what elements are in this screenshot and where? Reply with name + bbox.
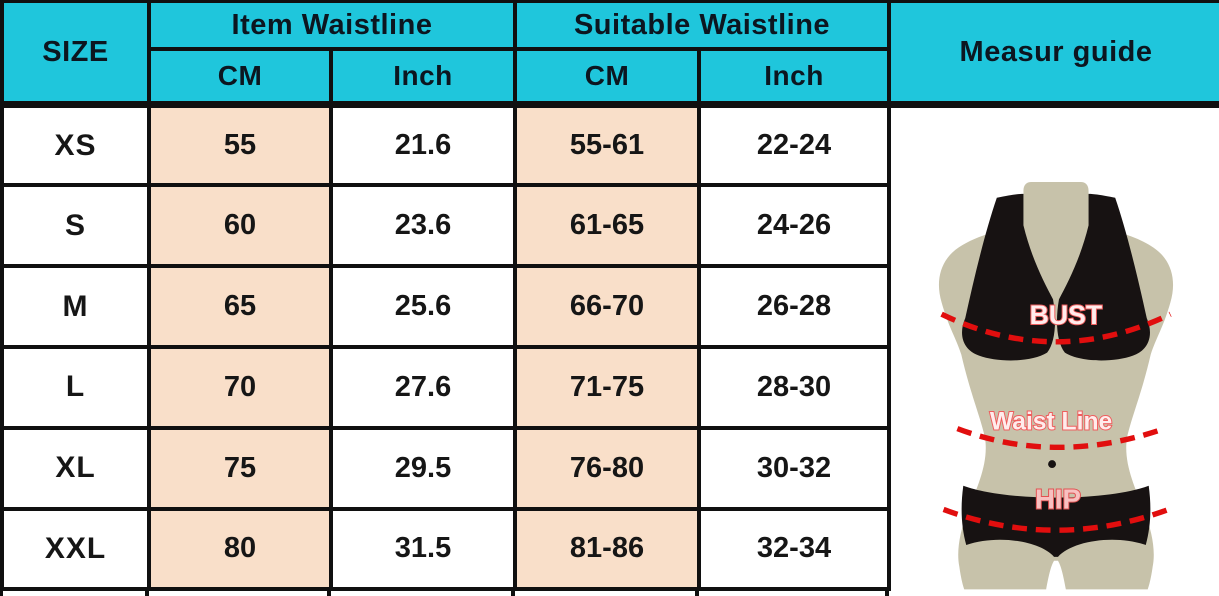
table-row: M 65 25.6 66-70 26-28	[0, 264, 1219, 350]
table-row: L 70 27.6 71-75 28-30	[0, 345, 1219, 430]
size-value: XL	[0, 425, 151, 511]
bikini-top-left-cup	[962, 193, 1056, 361]
grid-line-stub	[885, 591, 889, 596]
item-inch-value: 27.6	[328, 345, 518, 430]
suitable-cm-value: 55-61	[513, 102, 702, 188]
table-row: XS 55 21.6 55-61 22-24 BUST Waist Line H…	[0, 102, 1219, 590]
column-header-suitable-inch: Inch	[697, 47, 892, 109]
measure-guide-cell: BUST Waist Line HIP	[887, 102, 1219, 590]
grid-line-stub	[145, 591, 149, 596]
table-bottom-edge	[0, 591, 1219, 596]
item-inch-value: 29.5	[328, 425, 518, 511]
bust-measure-line	[940, 311, 1172, 345]
item-cm-value: 60	[147, 183, 333, 269]
column-header-item-cm: CM	[147, 47, 333, 109]
suitable-cm-value: 66-70	[513, 264, 702, 350]
waist-line-label: Waist Line	[990, 409, 1112, 436]
item-cm-value: 65	[147, 264, 333, 350]
item-cm-value: 70	[147, 345, 333, 430]
suitable-cm-value: 76-80	[513, 425, 702, 511]
item-cm-value: 55	[147, 102, 333, 188]
header-row-units: CM Inch CM Inch	[2, 47, 1219, 109]
grid-line-stub	[695, 591, 699, 596]
item-inch-value: 31.5	[328, 506, 518, 592]
item-inch-value: 25.6	[328, 264, 518, 350]
suitable-cm-value: 81-86	[513, 506, 702, 592]
bust-label: BUST	[1030, 300, 1102, 330]
suitable-inch-value: 26-28	[697, 264, 892, 350]
column-header-size: SIZE	[0, 0, 151, 109]
bikini-top-right-cup	[1057, 193, 1150, 361]
item-cm-value: 75	[147, 425, 333, 511]
table-row: XL 75 29.5 76-80 30-32	[0, 425, 1219, 511]
suitable-inch-value: 24-26	[697, 183, 892, 269]
navel-dot	[1048, 460, 1057, 469]
suitable-cm-value: 71-75	[513, 345, 702, 430]
suitable-cm-value: 61-65	[513, 183, 702, 269]
hip-measure-line	[942, 507, 1170, 534]
column-header-item-inch: Inch	[328, 47, 518, 109]
column-header-measure-guide: Measur guide	[887, 0, 1219, 109]
table-row: S 60 23.6 61-65 24-26	[0, 183, 1219, 269]
size-value: XXL	[0, 506, 151, 592]
measurement-guide-figure: BUST Waist Line HIP	[938, 182, 1174, 590]
column-group-suitable-waistline: Suitable Waistline	[513, 0, 892, 52]
column-header-suitable-cm: CM	[513, 47, 702, 109]
column-group-item-waistline: Item Waistline	[146, 0, 518, 52]
suitable-inch-value: 30-32	[697, 425, 892, 511]
suitable-inch-value: 32-34	[697, 506, 892, 592]
item-cm-value: 80	[147, 506, 333, 592]
grid-line-stub	[0, 591, 3, 596]
hip-label: HIP	[1035, 484, 1081, 515]
grid-line-stub	[511, 591, 515, 596]
suitable-inch-value: 28-30	[697, 345, 892, 430]
size-value: L	[0, 345, 151, 430]
item-inch-value: 21.6	[328, 102, 518, 188]
size-value: S	[0, 183, 151, 269]
waist-measure-line	[956, 426, 1166, 451]
table-row: XXL 80 31.5 81-86 32-34	[0, 506, 1219, 592]
suitable-inch-value: 22-24	[697, 102, 892, 188]
header-row-groups: SIZE Item Waistline Suitable Waistline M…	[0, 0, 1219, 109]
size-value: M	[0, 264, 151, 350]
bikini-bottom	[961, 485, 1151, 557]
grid-line-stub	[327, 591, 331, 596]
size-value: XS	[0, 102, 151, 188]
item-inch-value: 23.6	[328, 183, 518, 269]
